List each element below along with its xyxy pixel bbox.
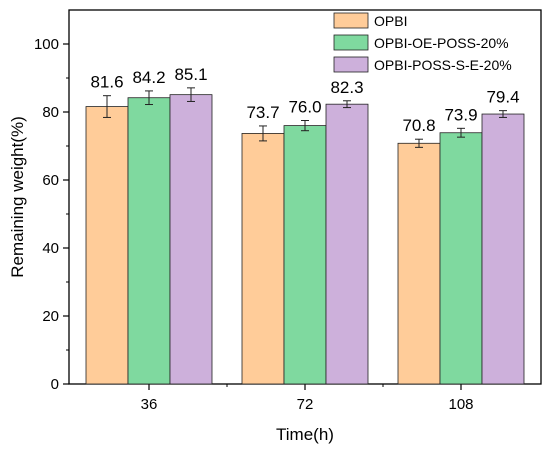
data-label: 70.8 xyxy=(402,116,435,135)
bar xyxy=(481,113,525,385)
x-axis-title: Time(h) xyxy=(276,425,334,444)
error-bars xyxy=(103,87,507,148)
bar xyxy=(325,103,369,385)
y-tick-label: 0 xyxy=(51,376,59,393)
legend-label: OPBI-OE-POSS-20% xyxy=(374,35,509,51)
data-labels: 81.6 73.7 70.8 84.2 76.0 73.9 85.1 82.3 79.4 xyxy=(90,65,519,135)
legend-swatch xyxy=(333,56,369,73)
data-label: 82.3 xyxy=(330,78,363,97)
data-label: 81.6 xyxy=(90,73,123,92)
data-label: 85.1 xyxy=(174,65,207,84)
data-label: 73.9 xyxy=(444,105,477,124)
bar xyxy=(169,94,213,385)
data-label: 79.4 xyxy=(486,88,519,107)
bar xyxy=(127,97,171,385)
y-axis-title: Remaining weight(%) xyxy=(8,116,27,278)
x-tick-label: 36 xyxy=(141,396,158,413)
legend-label: OPBI-POSS-S-E-20% xyxy=(374,57,512,73)
y-tick-labels: 0 20 40 60 80 100 xyxy=(34,36,59,393)
data-label: 84.2 xyxy=(132,68,165,87)
y-tick-label: 100 xyxy=(34,36,59,53)
bar xyxy=(241,133,285,385)
data-label: 76.0 xyxy=(288,98,321,117)
bar xyxy=(85,106,129,385)
x-tick-label: 72 xyxy=(297,396,314,413)
y-tick-label: 80 xyxy=(42,104,59,121)
bar xyxy=(439,132,483,385)
y-tick-label: 20 xyxy=(42,308,59,325)
bar xyxy=(397,142,441,385)
tick-marks xyxy=(63,43,462,390)
x-tick-label: 108 xyxy=(448,396,473,413)
legend-label: OPBI xyxy=(374,13,407,29)
data-label: 73.7 xyxy=(246,103,279,122)
y-tick-label: 60 xyxy=(42,172,59,189)
x-tick-labels: 36 72 108 xyxy=(141,396,474,413)
bar xyxy=(283,125,327,385)
legend: OPBI OPBI-OE-POSS-20% OPBI-POSS-S-E-20% xyxy=(333,12,512,73)
y-tick-label: 40 xyxy=(42,240,59,257)
bars xyxy=(85,94,525,385)
legend-swatch xyxy=(333,34,369,51)
legend-swatch xyxy=(333,12,369,29)
